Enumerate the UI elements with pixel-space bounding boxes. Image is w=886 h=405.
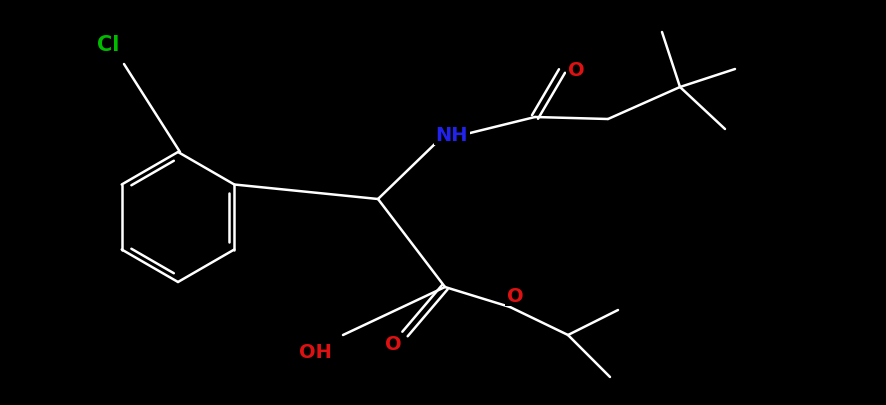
Text: OH: OH (299, 343, 331, 362)
Text: NH: NH (436, 125, 468, 144)
Text: Cl: Cl (97, 35, 120, 55)
Text: O: O (568, 60, 584, 79)
Text: O: O (385, 335, 401, 354)
Text: O: O (507, 286, 524, 305)
